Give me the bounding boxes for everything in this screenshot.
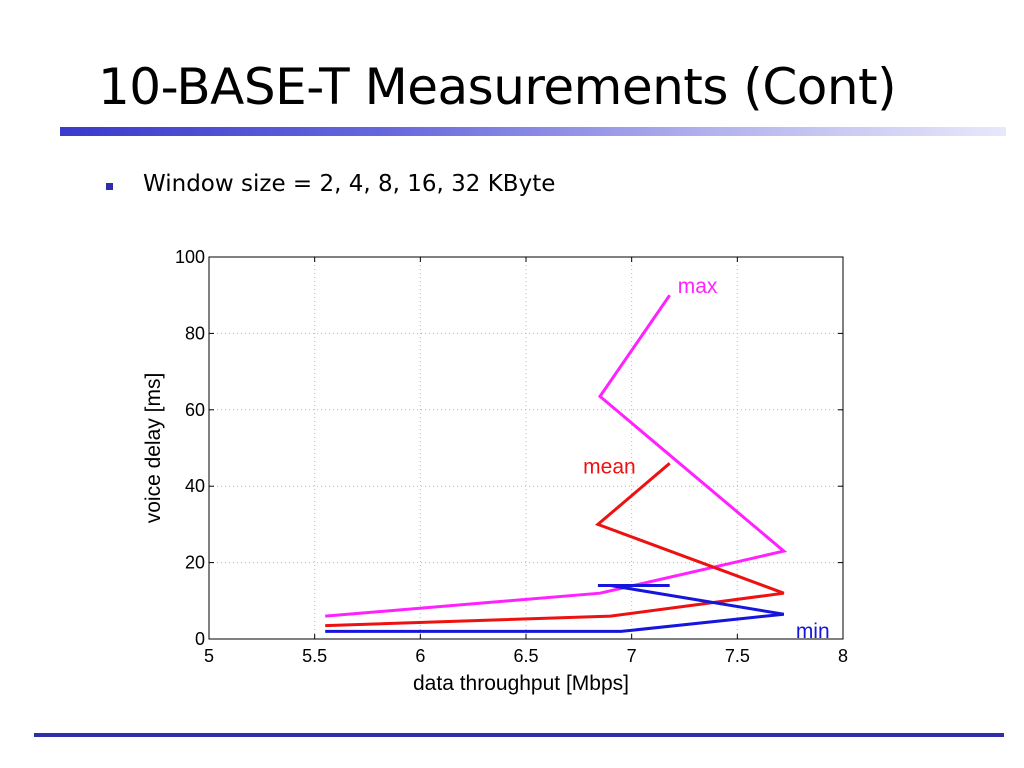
bottom-rule xyxy=(34,733,1004,737)
series-label-max: max xyxy=(678,275,718,298)
y-tick-label: 20 xyxy=(185,553,205,573)
bullet-marker xyxy=(106,183,113,190)
series-label-min: min xyxy=(796,620,830,643)
y-tick-label: 80 xyxy=(185,323,205,343)
x-tick-label: 6.5 xyxy=(513,646,538,666)
x-tick-label: 5.5 xyxy=(302,646,327,666)
y-tick-label: 60 xyxy=(185,400,205,420)
series-line-mean xyxy=(325,462,785,628)
x-tick-label: 8 xyxy=(838,646,848,666)
x-tick-label: 7 xyxy=(627,646,637,666)
y-tick-label: 40 xyxy=(185,476,205,496)
series-line-min xyxy=(325,584,785,633)
x-tick-label: 7.5 xyxy=(725,646,750,666)
bullet-text: Window size = 2, 4, 8, 16, 32 KByte xyxy=(143,171,556,197)
x-axis-label: data throughput [Mbps] xyxy=(413,672,629,695)
series-labels: max mean min xyxy=(583,275,829,643)
x-tick-label: 6 xyxy=(415,646,425,666)
y-tick-label: 0 xyxy=(195,629,205,649)
y-axis-label: voice delay [ms] xyxy=(142,373,165,524)
series-label-mean: mean xyxy=(583,455,636,478)
x-tick-label: 5 xyxy=(204,646,214,666)
series-lines xyxy=(325,294,788,633)
slide-title: 10-BASE-T Measurements (Cont) xyxy=(98,58,897,116)
y-tick-label: 100 xyxy=(175,247,205,267)
series-line-max xyxy=(325,294,788,618)
title-underline xyxy=(60,127,1006,136)
